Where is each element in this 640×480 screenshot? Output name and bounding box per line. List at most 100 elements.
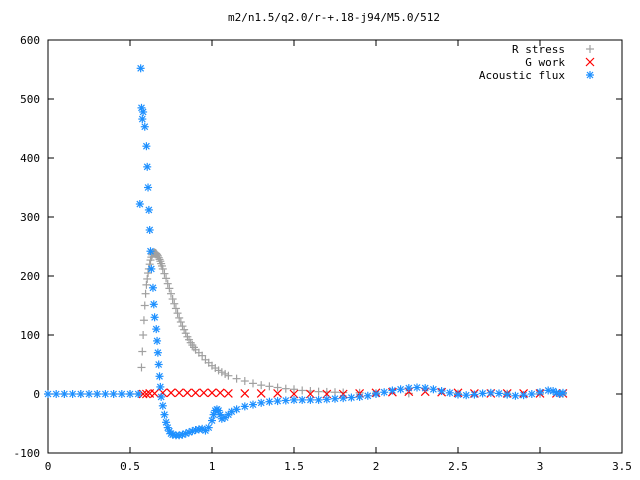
data-point [138, 347, 147, 356]
y-tick-label: 200 [20, 270, 40, 283]
data-point [339, 394, 348, 403]
x-tick-labels: 0 0.5 1 1.5 2 2.5 3 3.5 [45, 460, 632, 473]
data-point [138, 115, 147, 124]
data-point [44, 390, 52, 398]
data-point [519, 391, 528, 400]
data-point [558, 388, 567, 397]
data-point [380, 388, 389, 397]
legend-marker [586, 71, 594, 79]
data-point [158, 401, 167, 410]
data-point [363, 391, 372, 400]
data-point [139, 107, 148, 116]
data-point [141, 289, 150, 298]
series-r-stress [44, 248, 567, 398]
legend-marker [585, 57, 595, 67]
data-point [249, 379, 257, 388]
legend-label: G work [525, 56, 565, 69]
data-point [257, 381, 266, 390]
data-point [141, 389, 151, 399]
data-point [153, 348, 162, 357]
data-point [224, 371, 233, 380]
data-point [265, 397, 274, 406]
data-point [158, 264, 167, 273]
y-tick-label: 400 [20, 152, 40, 165]
data-point [204, 423, 213, 432]
chart-title: m2/n1.5/q2.0/r-+.18-j94/M5.0/512 [228, 11, 440, 24]
data-point [143, 162, 152, 171]
data-point [145, 225, 154, 234]
data-point [173, 309, 182, 318]
data-point [454, 390, 462, 399]
data-point [355, 392, 364, 401]
data-point [221, 369, 230, 378]
data-point [429, 385, 438, 394]
data-point [52, 390, 61, 398]
data-point [478, 389, 487, 398]
data-point [154, 253, 163, 262]
data-point [413, 383, 421, 392]
y-tick-label: 500 [20, 93, 40, 106]
x-tick-label: 2 [373, 460, 380, 473]
data-point [140, 301, 149, 310]
data-point [273, 397, 282, 406]
data-point [445, 388, 454, 397]
data-point [101, 390, 110, 398]
data-point [153, 336, 162, 345]
data-point [372, 390, 380, 398]
data-point [265, 382, 274, 391]
data-point [144, 183, 153, 192]
data-point [396, 385, 405, 394]
x-tick-label: 0 [45, 460, 52, 473]
y-tick-label: -100 [14, 447, 41, 460]
data-point [322, 395, 331, 404]
data-point [273, 388, 283, 398]
data-point [208, 416, 216, 425]
data-point [136, 64, 145, 73]
data-point [155, 372, 164, 381]
data-point [462, 391, 471, 400]
data-point [147, 264, 156, 273]
data-point [232, 405, 241, 414]
data-point [191, 388, 201, 398]
data-point [338, 389, 348, 399]
data-point [240, 388, 250, 398]
data-point [140, 122, 149, 131]
data-point [134, 390, 143, 398]
data-point [155, 255, 164, 264]
data-point [281, 384, 290, 393]
data-point [470, 390, 479, 399]
x-tick-label: 3.5 [612, 460, 632, 473]
y-tick-label: 0 [33, 388, 40, 401]
data-point [176, 318, 185, 327]
data-point [495, 389, 503, 398]
data-point [223, 388, 233, 398]
data-point [290, 395, 298, 404]
data-point [298, 395, 307, 404]
data-point [68, 390, 77, 398]
data-point [199, 388, 209, 398]
data-point [178, 322, 187, 331]
data-point [527, 390, 536, 398]
data-point [142, 142, 151, 151]
data-point [165, 284, 174, 293]
data-point [160, 269, 169, 278]
legend-marker [586, 45, 594, 53]
data-point [139, 316, 148, 325]
data-point [306, 395, 315, 404]
data-point [240, 377, 249, 386]
data-point [314, 387, 323, 396]
data-point [148, 283, 157, 292]
data-point [347, 393, 356, 402]
data-point [181, 329, 190, 338]
data-point [215, 388, 225, 398]
data-point [144, 205, 153, 214]
data-point [217, 368, 226, 377]
data-point [232, 374, 241, 383]
data-point [152, 325, 161, 334]
data-point [256, 388, 266, 398]
data-point [388, 386, 397, 395]
data-point [167, 289, 175, 298]
plot-frame [47, 39, 623, 454]
data-point [85, 390, 93, 398]
